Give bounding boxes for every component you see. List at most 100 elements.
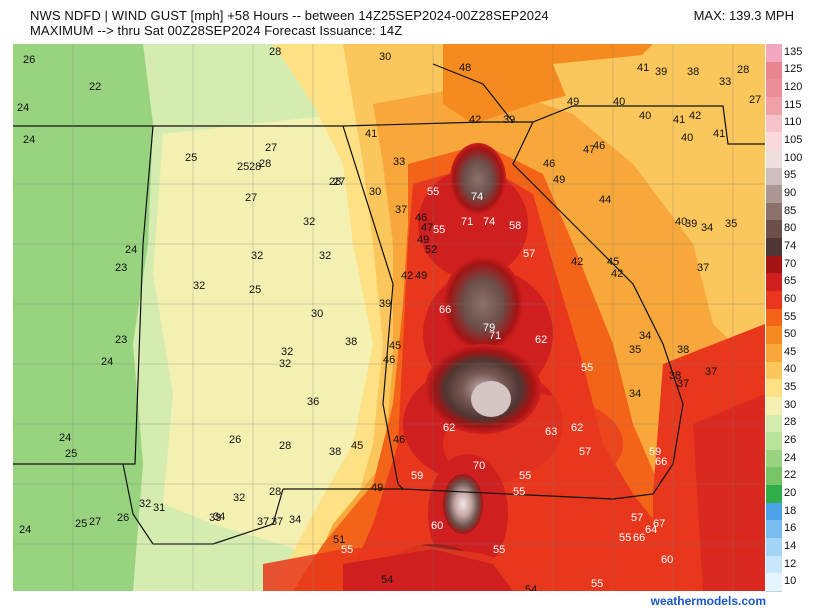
gust-value-label: 42 xyxy=(689,110,701,122)
gust-value-label: 39 xyxy=(685,218,697,230)
gust-value-label: 66 xyxy=(439,304,451,316)
gust-value-label: 49 xyxy=(371,482,383,494)
gust-value-label: 27 xyxy=(265,142,277,154)
gust-value-label: 55 xyxy=(427,186,439,198)
legend-swatch xyxy=(766,44,782,63)
gust-value-label: 55 xyxy=(591,578,603,590)
gust-value-label: 64 xyxy=(645,524,657,536)
legend-swatch xyxy=(766,432,782,451)
wind-gust-map: 26 28 30 48 41 39 38 33 28 22 24 49 40 40 41 42 27 25 24 42… xyxy=(13,44,765,591)
gust-value-label: 47 xyxy=(583,144,595,156)
gust-value-label: 66 xyxy=(633,532,645,544)
gust-value-label: 34 xyxy=(289,514,301,526)
map-title-line-2: MAXIMUM --> thru Sat 00Z28SEP2024 Foreca… xyxy=(30,23,403,38)
gust-value-label: 25 xyxy=(185,152,197,164)
legend-label: 125 xyxy=(784,63,803,76)
gust-value-label: 22 xyxy=(89,81,101,93)
gust-value-label: 37 xyxy=(257,516,269,528)
gust-value-label: 45 xyxy=(351,440,363,452)
gust-value-label: 37 xyxy=(697,262,709,274)
gust-value-label: 48 xyxy=(459,62,471,74)
legend-swatch xyxy=(766,114,782,134)
gust-value-label: 35 xyxy=(725,218,737,230)
gust-value-label: 42 xyxy=(611,268,623,280)
legend-label: 40 xyxy=(784,363,797,376)
gust-value-label: 37 xyxy=(705,366,717,378)
gust-value-label: 45 xyxy=(389,340,401,352)
legend-swatch xyxy=(766,149,782,169)
gust-value-label: 32 xyxy=(193,280,205,292)
legend-label: 55 xyxy=(784,310,797,323)
legend-swatch xyxy=(766,132,782,151)
gust-value-label: 25 xyxy=(249,284,261,296)
legend-swatch xyxy=(766,449,782,469)
gust-value-label: 54 xyxy=(381,574,393,586)
gust-value-label: 41 xyxy=(637,62,649,74)
gust-value-label: 60 xyxy=(661,554,673,566)
legend-swatch xyxy=(766,520,782,540)
gust-value-label: 49 xyxy=(417,234,429,246)
gust-value-label: 55 xyxy=(433,224,445,236)
gust-value-label: 28 xyxy=(329,176,341,188)
legend-swatch xyxy=(766,343,782,363)
legend-swatch xyxy=(766,467,782,487)
gust-value-label: 46 xyxy=(593,140,605,152)
legend-label: 80 xyxy=(784,222,797,235)
max-gust-readout: MAX: 139.3 MPH xyxy=(693,8,794,23)
legend-swatch xyxy=(766,167,782,187)
gust-value-label: 57 xyxy=(579,446,591,458)
gust-value-label: 57 xyxy=(523,248,535,260)
gust-value-label: 30 xyxy=(369,186,381,198)
county-lines xyxy=(13,44,765,591)
gust-value-label: 40 xyxy=(613,96,625,108)
legend-swatch xyxy=(766,238,782,257)
gust-value-label: 67 xyxy=(653,518,665,530)
gust-value-label: 25 xyxy=(65,448,77,460)
gust-value-label: 25 xyxy=(237,161,249,173)
gust-value-label: 74 xyxy=(483,216,495,228)
gust-value-label: 24 xyxy=(101,356,113,368)
gust-value-label: 74 xyxy=(471,191,483,203)
legend-label: 90 xyxy=(784,186,797,199)
legend-swatch xyxy=(766,326,782,345)
legend-swatch xyxy=(766,573,782,592)
gust-value-label: 40 xyxy=(675,216,687,228)
gust-value-label: 32 xyxy=(281,346,293,358)
gust-value-label: 27 xyxy=(749,94,761,106)
gust-value-label: 26 xyxy=(117,512,129,524)
gust-value-label: 41 xyxy=(673,114,685,126)
legend-label: 95 xyxy=(784,169,797,182)
legend-swatch xyxy=(766,61,782,81)
gust-value-label: 26 xyxy=(229,434,241,446)
gust-value-label: 27 xyxy=(89,516,101,528)
gust-value-label: 34 xyxy=(701,222,713,234)
gust-value-label: 34 xyxy=(639,330,651,342)
gust-value-label: 31 xyxy=(153,502,165,514)
gust-value-label: 34 xyxy=(629,388,641,400)
legend-label: 120 xyxy=(784,81,803,94)
gust-value-label: 37 xyxy=(271,516,283,528)
gust-value-label: 30 xyxy=(379,51,391,63)
gust-value-label: 52 xyxy=(425,244,437,256)
gust-value-label: 54 xyxy=(525,584,537,591)
legend-label: 22 xyxy=(784,469,797,482)
color-scale-legend xyxy=(766,44,782,592)
legend-label: 12 xyxy=(784,557,797,570)
gust-value-label: 49 xyxy=(553,174,565,186)
legend-label: 18 xyxy=(784,504,797,517)
gust-value-label: 32 xyxy=(251,250,263,262)
gust-value-label: 32 xyxy=(139,498,151,510)
gust-value-label: 42 xyxy=(469,114,481,126)
legend-swatch xyxy=(766,485,782,504)
legend-swatch xyxy=(766,308,782,328)
gust-value-label: 46 xyxy=(383,354,395,366)
gust-value-label: 38 xyxy=(669,370,681,382)
gust-value-label: 38 xyxy=(677,344,689,356)
gust-value-label: 70 xyxy=(473,460,485,472)
gust-value-label: 59 xyxy=(649,446,661,458)
legend-swatch xyxy=(766,96,782,116)
legend-label: 26 xyxy=(784,434,797,447)
gust-value-label: 34 xyxy=(213,511,225,523)
gust-value-label: 25 xyxy=(75,518,87,530)
